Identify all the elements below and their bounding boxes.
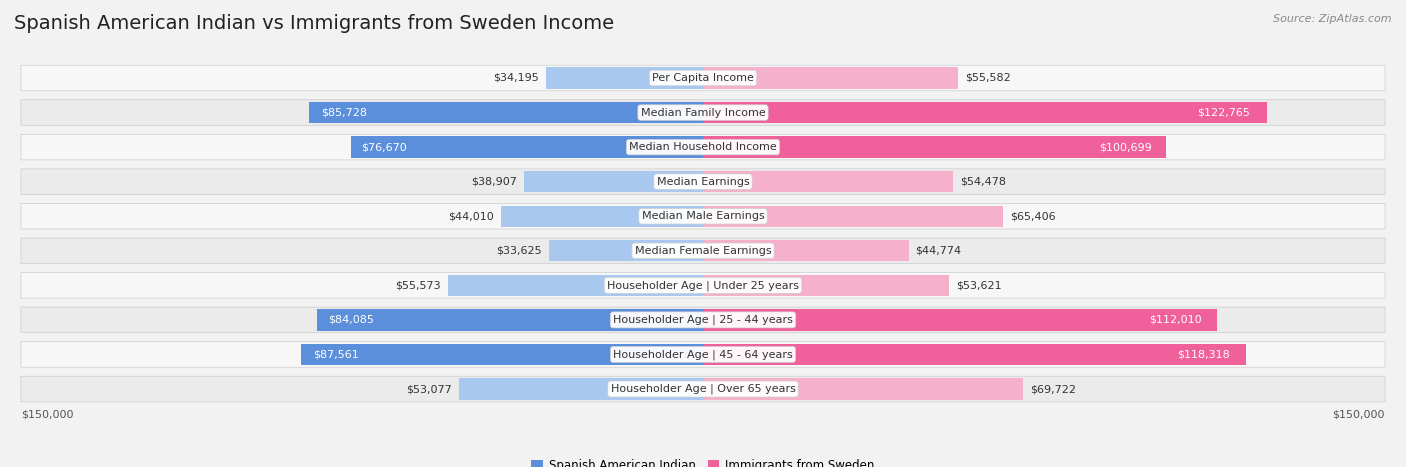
Bar: [703, 344, 1247, 365]
Bar: [309, 102, 703, 123]
Text: Median Family Income: Median Family Income: [641, 107, 765, 118]
Text: $53,077: $53,077: [406, 384, 453, 394]
Bar: [447, 275, 703, 296]
Bar: [703, 275, 949, 296]
Text: Median Female Earnings: Median Female Earnings: [634, 246, 772, 256]
Text: $65,406: $65,406: [1011, 211, 1056, 221]
Bar: [703, 378, 1024, 400]
Text: $87,561: $87,561: [314, 349, 359, 360]
FancyBboxPatch shape: [21, 100, 1385, 125]
Text: Median Earnings: Median Earnings: [657, 177, 749, 187]
Text: $55,582: $55,582: [965, 73, 1011, 83]
Text: $150,000: $150,000: [21, 409, 73, 419]
Bar: [460, 378, 703, 400]
Text: Householder Age | Over 65 years: Householder Age | Over 65 years: [610, 384, 796, 394]
Text: $55,573: $55,573: [395, 280, 441, 290]
Text: $54,478: $54,478: [960, 177, 1007, 187]
Bar: [501, 205, 703, 227]
Text: $150,000: $150,000: [1333, 409, 1385, 419]
Text: Spanish American Indian vs Immigrants from Sweden Income: Spanish American Indian vs Immigrants fr…: [14, 14, 614, 33]
Text: Householder Age | 45 - 64 years: Householder Age | 45 - 64 years: [613, 349, 793, 360]
Text: $100,699: $100,699: [1099, 142, 1152, 152]
Text: $122,765: $122,765: [1197, 107, 1250, 118]
Bar: [546, 67, 703, 89]
Text: $85,728: $85,728: [321, 107, 367, 118]
Bar: [703, 205, 1004, 227]
FancyBboxPatch shape: [21, 169, 1385, 194]
Text: $33,625: $33,625: [496, 246, 541, 256]
Text: $53,621: $53,621: [956, 280, 1002, 290]
Text: Householder Age | 25 - 44 years: Householder Age | 25 - 44 years: [613, 315, 793, 325]
FancyBboxPatch shape: [21, 376, 1385, 402]
Text: $38,907: $38,907: [471, 177, 517, 187]
FancyBboxPatch shape: [21, 307, 1385, 333]
Bar: [548, 240, 703, 262]
FancyBboxPatch shape: [21, 204, 1385, 229]
FancyBboxPatch shape: [21, 342, 1385, 367]
FancyBboxPatch shape: [21, 134, 1385, 160]
Text: $44,010: $44,010: [449, 211, 494, 221]
Bar: [301, 344, 703, 365]
Text: Median Male Earnings: Median Male Earnings: [641, 211, 765, 221]
Text: $44,774: $44,774: [915, 246, 962, 256]
Bar: [703, 171, 953, 192]
Text: Source: ZipAtlas.com: Source: ZipAtlas.com: [1274, 14, 1392, 24]
Bar: [703, 240, 908, 262]
FancyBboxPatch shape: [21, 65, 1385, 91]
Bar: [703, 102, 1267, 123]
Legend: Spanish American Indian, Immigrants from Sweden: Spanish American Indian, Immigrants from…: [526, 454, 880, 467]
Text: $34,195: $34,195: [494, 73, 538, 83]
FancyBboxPatch shape: [21, 238, 1385, 263]
Text: $76,670: $76,670: [361, 142, 408, 152]
Bar: [703, 67, 959, 89]
Bar: [703, 136, 1166, 158]
Text: Per Capita Income: Per Capita Income: [652, 73, 754, 83]
FancyBboxPatch shape: [21, 273, 1385, 298]
Bar: [703, 309, 1218, 331]
Text: Householder Age | Under 25 years: Householder Age | Under 25 years: [607, 280, 799, 290]
Text: $69,722: $69,722: [1031, 384, 1076, 394]
Bar: [316, 309, 703, 331]
Text: $84,085: $84,085: [329, 315, 374, 325]
Bar: [352, 136, 703, 158]
Text: Median Household Income: Median Household Income: [628, 142, 778, 152]
Text: $112,010: $112,010: [1149, 315, 1202, 325]
Text: $118,318: $118,318: [1177, 349, 1230, 360]
Bar: [524, 171, 703, 192]
